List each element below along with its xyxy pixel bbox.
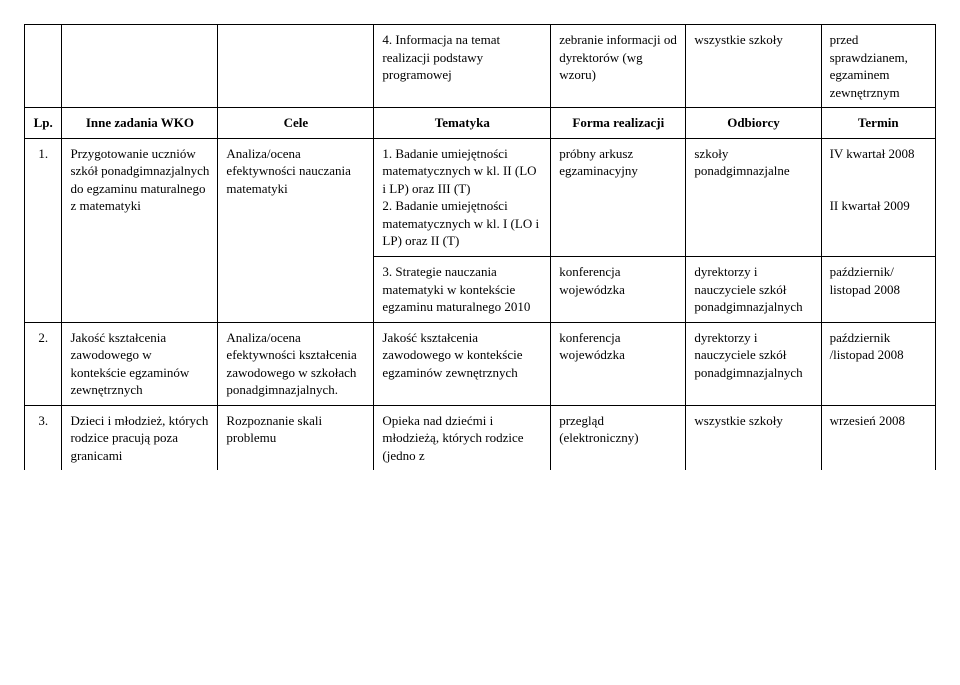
cell-text: Jakość kształcenia zawodowego w kontekśc… [62, 322, 218, 405]
cell-empty [25, 25, 62, 108]
table-header-row: Lp. Inne zadania WKO Cele Tematyka Forma… [25, 108, 936, 139]
table-row: 2. Jakość kształcenia zawodowego w konte… [25, 322, 936, 405]
table-row: 3. Dzieci i młodzież, których rodzice pr… [25, 405, 936, 470]
cell-text: wrzesień 2008 [821, 405, 935, 470]
cell-text: IV kwartał 2008 II kwartał 2009 [821, 138, 935, 256]
table-row: 1. Przygotowanie uczniów szkół ponadgimn… [25, 138, 936, 256]
cell-text: 4. Informacja na temat realizacji podsta… [374, 25, 551, 108]
cell-text: Rozpoznanie skali problemu [218, 405, 374, 470]
cell-text: dyrektorzy i nauczyciele szkół ponadgimn… [686, 257, 821, 323]
header-col: Odbiorcy [686, 108, 821, 139]
cell-text: Jakość kształcenia zawodowego w kontekśc… [374, 322, 551, 405]
cell-text: zebranie informacji od dyrektorów (wg wz… [551, 25, 686, 108]
header-col: Inne zadania WKO [62, 108, 218, 139]
cell-text: Opieka nad dziećmi i młodzieżą, których … [374, 405, 551, 470]
cell-lp: 2. [25, 322, 62, 405]
cell-text: Analiza/ocena efektywności nauczania mat… [218, 138, 374, 322]
cell-text: przed sprawdzianem, egzaminem zewnętrzny… [821, 25, 935, 108]
document-table: 4. Informacja na temat realizacji podsta… [24, 24, 936, 470]
header-col: Forma realizacji [551, 108, 686, 139]
cell-text: Dzieci i młodzież, których rodzice pracu… [62, 405, 218, 470]
cell-lp: 1. [25, 138, 62, 322]
cell-text: szkoły ponadgimnazjalne [686, 138, 821, 256]
cell-text: wszystkie szkoły [686, 25, 821, 108]
header-col: Cele [218, 108, 374, 139]
cell-text: próbny arkusz egzaminacyjny [551, 138, 686, 256]
cell-empty [62, 25, 218, 108]
cell-text: październik /listopad 2008 [821, 322, 935, 405]
cell-text: Analiza/ocena efektywności kształcenia z… [218, 322, 374, 405]
cell-text: konferencja wojewódzka [551, 257, 686, 323]
cell-text: dyrektorzy i nauczyciele szkół ponadgimn… [686, 322, 821, 405]
header-lp: Lp. [25, 108, 62, 139]
cell-text: październik/ listopad 2008 [821, 257, 935, 323]
table-row: 4. Informacja na temat realizacji podsta… [25, 25, 936, 108]
header-col: Termin [821, 108, 935, 139]
cell-text: Przygotowanie uczniów szkół ponadgimnazj… [62, 138, 218, 322]
cell-text: przegląd (elektroniczny) [551, 405, 686, 470]
cell-text: konferencja wojewódzka [551, 322, 686, 405]
header-col: Tematyka [374, 108, 551, 139]
cell-text: 1. Badanie umiejętności matematycznych w… [374, 138, 551, 256]
cell-empty [218, 25, 374, 108]
cell-lp: 3. [25, 405, 62, 470]
cell-text: wszystkie szkoły [686, 405, 821, 470]
cell-text: 3. Strategie nauczania matematyki w kont… [374, 257, 551, 323]
